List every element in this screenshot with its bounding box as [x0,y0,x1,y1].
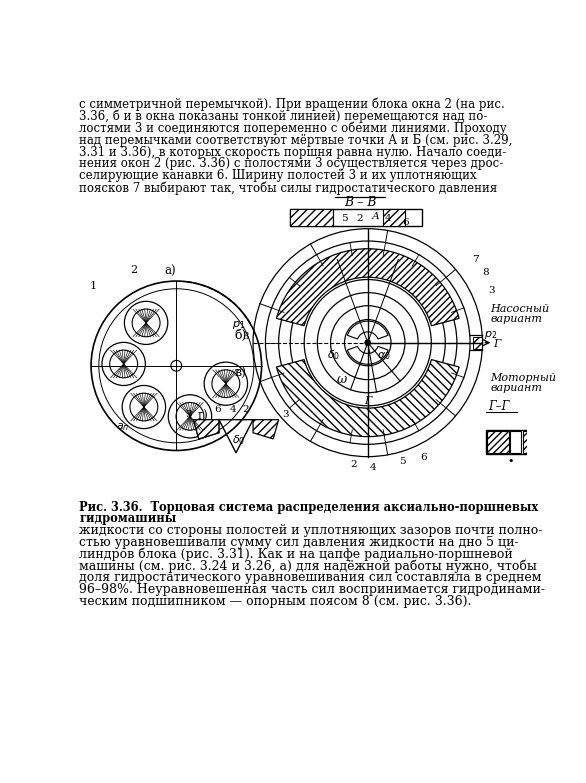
Bar [487,431,509,453]
Text: селирующие канавки 6. Ширину полостей 3 и их уплотняющих: селирующие канавки 6. Ширину полостей 3 … [80,169,477,182]
Text: а): а) [165,265,176,278]
Text: доля гидростатического уравновешивания сил составляла в среднем: доля гидростатического уравновешивания с… [80,572,542,584]
Text: Моторный: Моторный [490,373,556,383]
Text: 3: 3 [242,332,249,341]
Text: 3.31 и 3.36), в которых скорость поршня равна нулю. Начало соеди-: 3.31 и 3.36), в которых скорость поршня … [80,146,507,158]
Text: вариант: вариант [490,383,542,393]
Text: Г: Г [364,396,372,406]
Text: нения окон 2 (рис. 3.36) с полостями 3 осуществляется через дрос-: нения окон 2 (рис. 3.36) с полостями 3 о… [80,157,504,171]
Text: 4: 4 [369,463,376,471]
Text: $\alpha_0$: $\alpha_0$ [377,350,391,362]
Wedge shape [277,249,459,326]
Text: в): в) [234,367,247,381]
Text: б): б) [234,329,247,342]
Text: 4: 4 [385,214,391,223]
Wedge shape [347,346,388,364]
Text: гидромашины: гидромашины [80,512,177,525]
Bar [473,337,482,349]
Text: 3: 3 [186,410,192,420]
Text: лостями 3 и соединяются попеременно с обеими линиями. Проходу: лостями 3 и соединяются попеременно с об… [80,121,507,135]
Text: 3.36, б и в окна показаны тонкой линией) перемещаются над по-: 3.36, б и в окна показаны тонкой линией)… [80,110,488,123]
Bar [290,210,422,226]
Text: $\delta_0$: $\delta_0$ [328,348,340,362]
Circle shape [130,393,158,421]
Text: жидкости со стороны полостей и уплотняющих зазоров почти полно-: жидкости со стороны полостей и уплотняющ… [80,524,543,536]
Text: с симметричной перемычкой). При вращении блока окна 2 (на рис.: с симметричной перемычкой). При вращении… [80,98,505,111]
Circle shape [176,402,204,430]
Text: 1: 1 [90,281,97,290]
Circle shape [365,340,370,345]
Text: 2: 2 [242,405,249,414]
Bar [510,431,521,453]
Text: 4: 4 [230,405,236,414]
Text: 3: 3 [488,286,495,294]
Bar [486,430,547,454]
Wedge shape [347,321,388,339]
Text: •: • [507,456,514,467]
Text: 6: 6 [403,218,409,227]
Text: 2: 2 [350,460,357,470]
Polygon shape [193,420,219,439]
Text: вариант: вариант [490,314,542,324]
Text: 8: 8 [482,268,489,277]
Bar [523,431,544,453]
Text: В – В: В – В [344,197,376,209]
Text: $p_2$: $p_2$ [484,329,498,341]
Bar [290,210,333,226]
Text: г): г) [197,410,208,423]
Bar [383,210,405,226]
Text: Г: Г [493,338,500,348]
Text: стью уравновешивали сумму сил давления жидкости на дно 5 ци-: стью уравновешивали сумму сил давления ж… [80,536,519,549]
Text: 6: 6 [420,453,427,463]
Text: 96–98%. Неуравновешенная часть сил воспринимается гидродинами-: 96–98%. Неуравновешенная часть сил воспр… [80,583,546,597]
Text: А: А [372,212,380,222]
Text: 6: 6 [214,405,221,414]
Wedge shape [277,359,459,437]
Text: 5: 5 [398,457,406,467]
Circle shape [212,370,240,398]
Text: $p_1$: $p_1$ [232,319,246,331]
Text: Г–Г: Г–Г [488,400,509,413]
Circle shape [132,309,160,337]
Text: Насосный: Насосный [490,304,549,314]
Text: 7: 7 [472,254,479,264]
Circle shape [110,350,138,378]
Text: ω: ω [337,373,347,386]
Text: $\delta_0$: $\delta_0$ [232,433,246,446]
Text: линдров блока (рис. 3.31). Как и на цапфе радиально-поршневой: линдров блока (рис. 3.31). Как и на цапф… [80,547,513,561]
Text: ческим подшипником — опорным поясом 8 (см. рис. 3.36).: ческим подшипником — опорным поясом 8 (с… [80,595,472,608]
Text: над перемычками соответствуют мёртвые точки А и Б (см. рис. 3.29,: над перемычками соответствуют мёртвые то… [80,134,513,146]
Text: поясков 7 выбирают так, чтобы силы гидростатического давления: поясков 7 выбирают так, чтобы силы гидро… [80,182,498,195]
Text: 2: 2 [356,214,363,223]
Text: 5: 5 [340,214,347,223]
Text: 2: 2 [130,265,137,276]
Text: Рис. 3.36.  Торцовая система распределения аксиально-поршневых: Рис. 3.36. Торцовая система распределени… [80,500,539,514]
Text: машины (см. рис. 3.24 и 3.26, а) для надёжной работы нужно, чтобы: машины (см. рис. 3.24 и 3.26, а) для над… [80,559,537,573]
Polygon shape [253,420,278,439]
Text: $a_п$: $a_п$ [116,421,130,433]
Text: 3: 3 [282,410,289,420]
